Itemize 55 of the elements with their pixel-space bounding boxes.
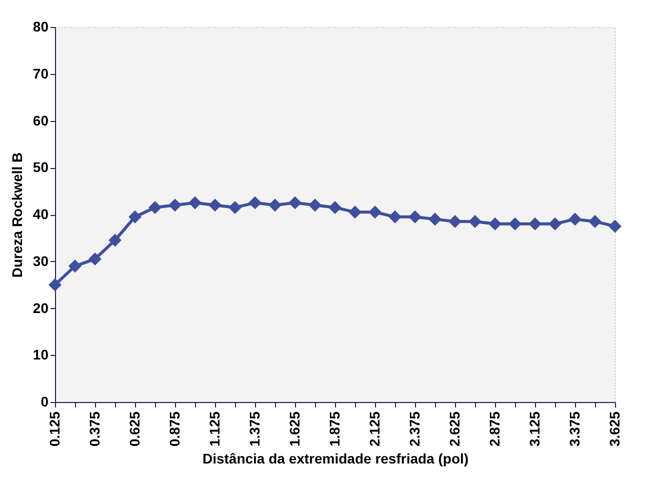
point: [168, 198, 182, 212]
y-tick-label: 80: [32, 18, 49, 34]
point: [368, 206, 382, 219]
point: [148, 200, 162, 214]
point: [588, 215, 602, 228]
point: [128, 210, 142, 224]
point: [488, 217, 502, 230]
point: [548, 217, 562, 230]
point: [508, 217, 522, 230]
x-tick-label: 3.625: [606, 411, 622, 447]
x-tick-label: 2.375: [406, 411, 422, 447]
y-tick-label: 30: [32, 252, 49, 269]
point: [248, 196, 262, 210]
point: [528, 217, 542, 230]
point: [388, 210, 402, 224]
x-tick-label: 3.125: [526, 411, 542, 447]
point: [568, 212, 582, 226]
point: [428, 212, 442, 226]
x-tick-label: 0.375: [86, 411, 102, 447]
x-tick-label: 0.625: [126, 411, 142, 447]
x-tick-label: 0.875: [166, 411, 182, 447]
y-tick-label: 50: [32, 159, 49, 176]
x-tick-label: 1.125: [206, 411, 222, 447]
point: [88, 252, 102, 266]
x-tick-label: 2.875: [486, 411, 502, 447]
point: [48, 278, 62, 292]
y-tick-label: 70: [32, 65, 49, 82]
y-tick-label: 10: [32, 346, 49, 363]
point: [328, 200, 342, 214]
y-tick-label: 60: [32, 112, 49, 128]
y-tick-label: 0: [40, 394, 49, 410]
point: [268, 198, 282, 212]
point: [408, 210, 422, 224]
point: [308, 198, 322, 212]
x-tick-label: 0.125: [46, 411, 62, 447]
y-tick-label: 20: [32, 300, 49, 316]
point: [468, 215, 482, 228]
point: [188, 196, 202, 210]
point: [208, 198, 222, 212]
x-axis-title: Distância da extremidade resfriada (pol): [202, 450, 469, 467]
point: [108, 234, 122, 247]
point: [608, 220, 622, 233]
point: [448, 215, 462, 228]
point: [68, 260, 82, 273]
x-tick-label: 1.875: [326, 411, 342, 447]
x-tick-label: 3.375: [566, 411, 582, 447]
x-tick-label: 2.625: [446, 411, 462, 447]
x-tick-label: 2.125: [366, 411, 382, 447]
y-tick-label: 40: [32, 206, 49, 222]
x-tick-label: 1.625: [286, 411, 302, 447]
x-tick-label: 1.375: [246, 411, 262, 447]
point: [228, 200, 242, 214]
point: [288, 196, 302, 210]
point: [348, 206, 362, 219]
y-axis-title: Dureza Rockwell B: [8, 152, 25, 278]
